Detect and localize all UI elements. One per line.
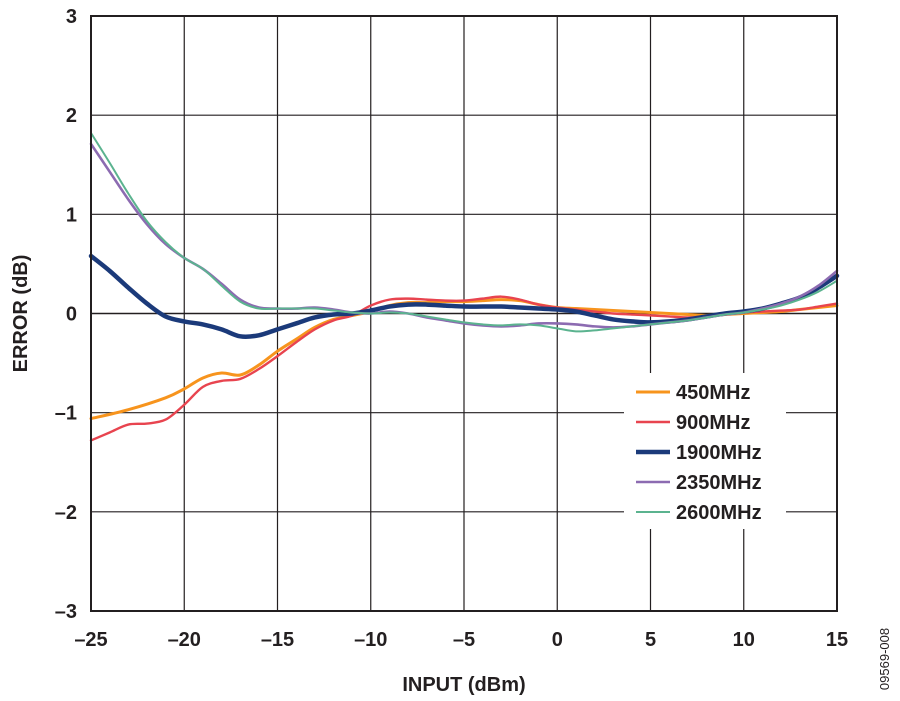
legend: 450MHz 900MHz 1900MHz 2350MHz 2600MHz [624, 373, 786, 529]
x-tick-label: 5 [645, 629, 656, 651]
series-line-2600mhz [90, 132, 838, 333]
x-tick-label: –5 [453, 629, 475, 651]
legend-label: 450MHz [676, 382, 750, 404]
legend-label: 900MHz [676, 412, 750, 434]
x-tick-label: 15 [826, 629, 848, 651]
plot-frame [90, 15, 838, 612]
x-tick-label: 10 [733, 629, 755, 651]
x-tick-label: 0 [552, 629, 563, 651]
x-axis-title: INPUT (dBm) [402, 674, 525, 696]
x-tick-label: –25 [74, 629, 107, 651]
y-tick-label: –2 [55, 502, 77, 524]
series-lines [88, 132, 840, 442]
legend-label: 1900MHz [676, 442, 762, 464]
figure-id: 09569-008 [877, 628, 892, 690]
y-axis-title: ERROR (dB) [10, 255, 32, 373]
y-tick-label: 1 [66, 204, 77, 226]
x-tick-label: –15 [261, 629, 294, 651]
x-tick-label: –20 [168, 629, 201, 651]
y-tick-label: 0 [66, 304, 77, 326]
legend-label: 2350MHz [676, 472, 762, 494]
y-tick-label: –1 [55, 403, 77, 425]
y-tick-label: –3 [55, 601, 77, 623]
legend-label: 2600MHz [676, 502, 762, 524]
y-tick-label: 3 [66, 6, 77, 28]
y-tick-label: 2 [66, 105, 77, 127]
x-tick-label: –10 [354, 629, 387, 651]
